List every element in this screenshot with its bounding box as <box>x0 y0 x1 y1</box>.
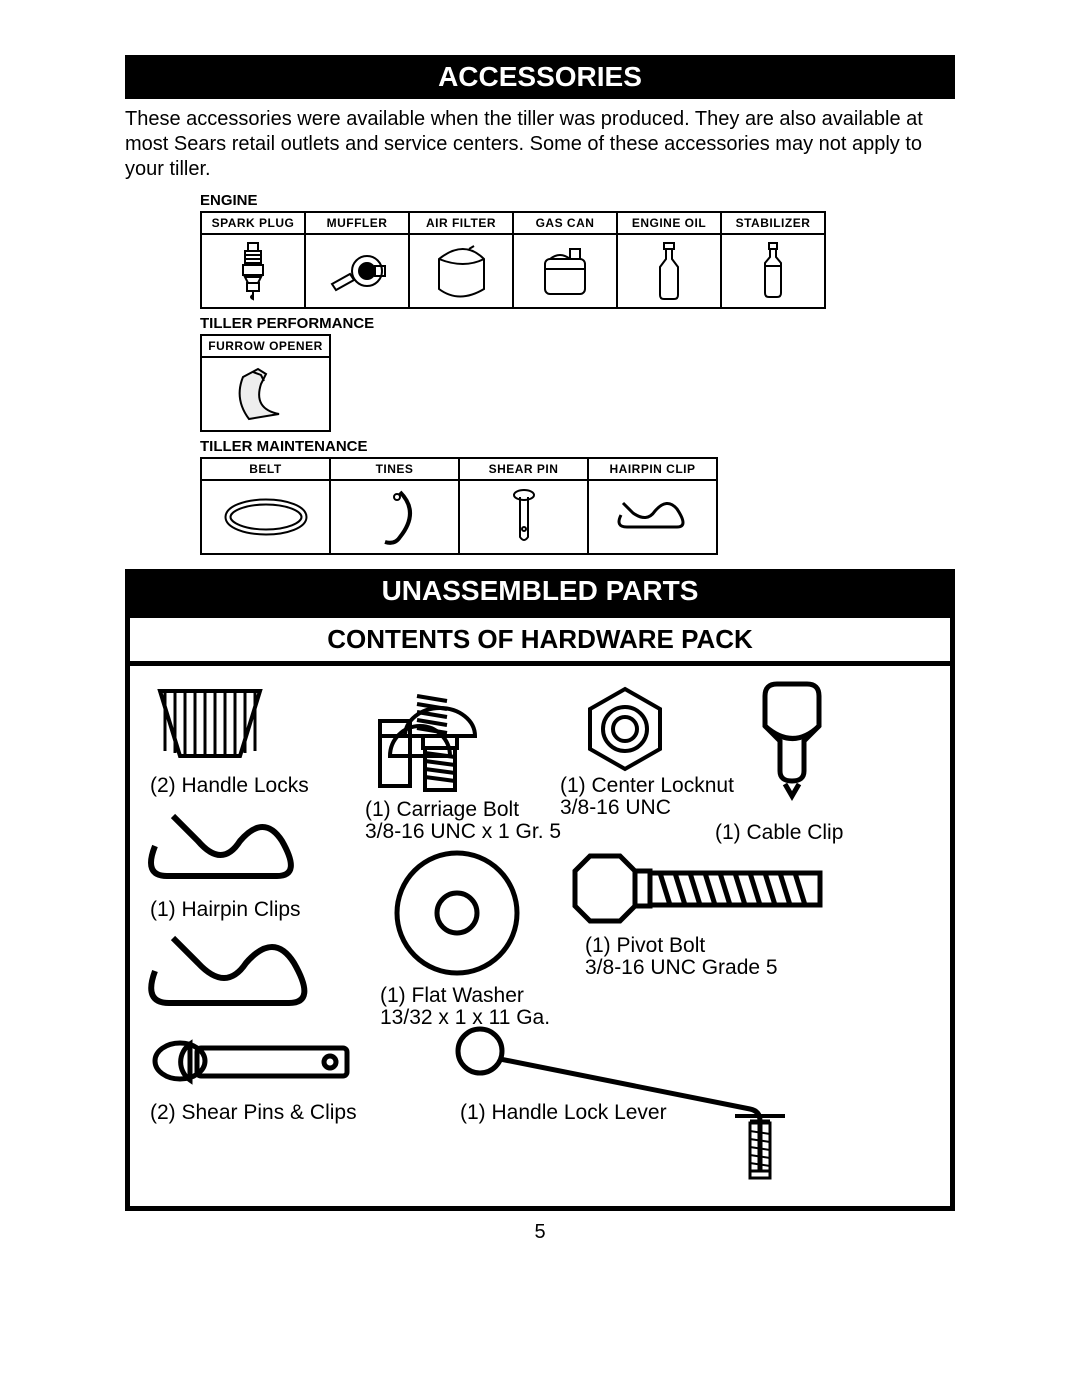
pivot-bolt-label-l1: (1) Pivot Bolt <box>585 934 705 957</box>
engine-accessories-table: Spark Plug Muffler Air Filter Gas Can En… <box>200 211 826 309</box>
hairpin-clips-label: (1) Hairpin Clips <box>150 898 301 921</box>
gas-can-icon <box>513 234 617 308</box>
tiller-perf-table: Furrow Opener <box>200 334 331 432</box>
stabilizer-icon <box>721 234 825 308</box>
flat-washer-icon <box>390 846 525 981</box>
col-air-filter: Air Filter <box>409 212 513 234</box>
carriage-bolt-icon <box>365 681 480 796</box>
carriage-bolt-label-l2: 3/8-16 UNC x 1 Gr. 5 <box>365 820 561 843</box>
tiller-perf-label: Tiller Performance <box>200 315 955 332</box>
hardware-pack-heading: CONTENTS OF HARDWARE PACK <box>130 618 950 666</box>
hardware-pack-box: CONTENTS OF HARDWARE PACK (2) Handle Loc… <box>125 613 955 1211</box>
center-locknut-icon <box>575 681 675 776</box>
engine-oil-icon <box>617 234 721 308</box>
col-tines: Tines <box>330 458 459 480</box>
cable-clip-label: (1) Cable Clip <box>715 821 843 844</box>
tines-icon <box>330 480 459 554</box>
carriage-bolt-label-l1: (1) Carriage Bolt <box>365 798 519 821</box>
accessories-heading: ACCESSORIES <box>125 55 955 99</box>
col-belt: Belt <box>201 458 330 480</box>
center-locknut-label-l1: (1) Center Locknut <box>560 774 734 797</box>
belt-icon <box>201 480 330 554</box>
handle-locks-label: (2) Handle Locks <box>150 774 309 797</box>
pivot-bolt-label-l2: 3/8-16 UNC Grade 5 <box>585 956 778 979</box>
hairpin-clips-icon <box>140 806 305 896</box>
tiller-maint-label: Tiller Maintenance <box>200 438 955 455</box>
col-spark-plug: Spark Plug <box>201 212 305 234</box>
col-engine-oil: Engine Oil <box>617 212 721 234</box>
tiller-maint-table: Belt Tines Shear Pin Hairpin Clip <box>200 457 718 555</box>
air-filter-icon <box>409 234 513 308</box>
pivot-bolt-icon <box>570 851 830 931</box>
unassembled-heading: UNASSEMBLED PARTS <box>125 569 955 613</box>
col-furrow-opener: Furrow Opener <box>201 335 330 357</box>
flat-washer-label-l1: (1) Flat Washer <box>380 984 524 1007</box>
center-locknut-label-l2: 3/8-16 UNC <box>560 796 671 819</box>
cable-clip-icon <box>740 676 845 806</box>
handle-locks-icon <box>145 681 275 766</box>
hairpin-icon-2 <box>140 926 320 1021</box>
page-number: 5 <box>125 1221 955 1244</box>
col-gas-can: Gas Can <box>513 212 617 234</box>
col-stabilizer: Stabilizer <box>721 212 825 234</box>
shear-pin-icon <box>459 480 588 554</box>
hairpin-clip-icon <box>588 480 717 554</box>
engine-group-label: Engine <box>200 192 955 209</box>
shear-pins-label: (2) Shear Pins & Clips <box>150 1101 357 1124</box>
col-hairpin-clip: Hairpin Clip <box>588 458 717 480</box>
intro-text: These accessories were available when th… <box>125 107 955 182</box>
handle-lock-lever-label: (1) Handle Lock Lever <box>460 1101 667 1124</box>
muffler-icon <box>305 234 409 308</box>
furrow-opener-icon <box>201 357 330 431</box>
shear-pin-icon-2 <box>145 1026 365 1096</box>
spark-plug-icon <box>201 234 305 308</box>
col-shear-pin: Shear Pin <box>459 458 588 480</box>
col-muffler: Muffler <box>305 212 409 234</box>
